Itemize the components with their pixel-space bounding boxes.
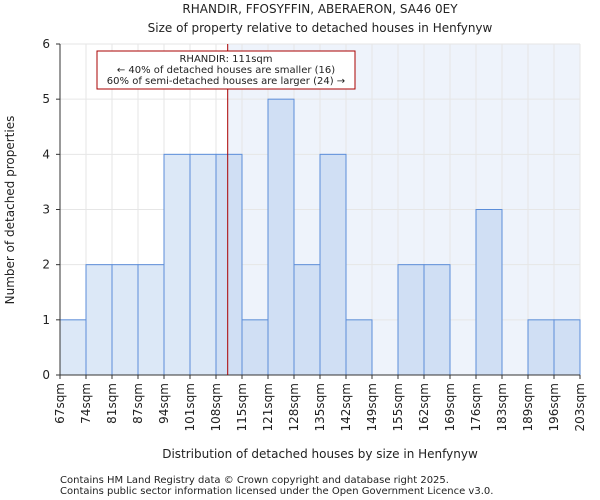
x-tick-label: 94sqm — [157, 383, 171, 424]
bar — [111, 264, 139, 376]
y-tick-label: 2 — [42, 258, 50, 272]
annotation-line-1: ← 40% of detached houses are smaller (16… — [117, 65, 335, 76]
bar — [59, 319, 87, 376]
bar — [475, 209, 503, 376]
x-tick-label: 155sqm — [391, 383, 405, 431]
annotation-line-2: 60% of semi-detached houses are larger (… — [107, 76, 345, 87]
x-tick-label: 101sqm — [183, 383, 197, 431]
x-tick-label: 149sqm — [365, 383, 379, 431]
x-tick-label: 176sqm — [469, 383, 483, 431]
x-tick-label: 115sqm — [235, 383, 249, 431]
bar — [553, 319, 581, 376]
y-tick-label: 0 — [42, 368, 50, 382]
y-tick-label: 3 — [42, 203, 50, 217]
x-tick-label: 196sqm — [547, 383, 561, 431]
x-tick-label: 135sqm — [313, 383, 327, 431]
bar — [215, 153, 243, 376]
x-tick-label: 67sqm — [53, 383, 67, 424]
bar — [189, 153, 217, 376]
x-tick-label: 203sqm — [573, 383, 587, 431]
y-tick-label: 4 — [42, 147, 50, 161]
bar — [397, 264, 425, 376]
x-tick-label: 128sqm — [287, 383, 301, 431]
footer-line-2: Contains public sector information licen… — [60, 486, 493, 497]
footer-line-1: Contains HM Land Registry data © Crown c… — [60, 475, 449, 486]
bar — [163, 153, 191, 376]
chart-title: RHANDIR, FFOSYFFIN, ABERAERON, SA46 0EY — [182, 2, 458, 16]
bar — [137, 264, 165, 376]
x-tick-label: 81sqm — [105, 383, 119, 424]
x-tick-label: 183sqm — [495, 383, 509, 431]
annotation-title: RHANDIR: 111sqm — [179, 54, 272, 65]
bar — [267, 98, 295, 376]
x-tick-label: 108sqm — [209, 383, 223, 431]
bar — [293, 264, 321, 376]
y-tick-label: 1 — [42, 313, 50, 327]
x-tick-label: 142sqm — [339, 383, 353, 431]
x-tick-label: 87sqm — [131, 383, 145, 424]
x-tick-label: 121sqm — [261, 383, 275, 431]
y-tick-label: 5 — [42, 92, 50, 106]
x-tick-label: 169sqm — [443, 383, 457, 431]
bar — [85, 264, 113, 376]
y-tick-label: 6 — [42, 37, 50, 51]
bar — [345, 319, 373, 376]
annotation-box — [96, 50, 356, 90]
x-tick-label: 74sqm — [79, 383, 93, 424]
bar — [241, 319, 269, 376]
x-tick-label: 162sqm — [417, 383, 431, 431]
x-tick-label: 189sqm — [521, 383, 535, 431]
bar — [319, 153, 347, 376]
x-axis-label: Distribution of detached houses by size … — [162, 447, 478, 461]
y-axis-label: Number of detached properties — [3, 116, 17, 305]
chart-subtitle: Size of property relative to detached ho… — [148, 21, 493, 35]
bar — [423, 264, 451, 376]
bar — [527, 319, 555, 376]
